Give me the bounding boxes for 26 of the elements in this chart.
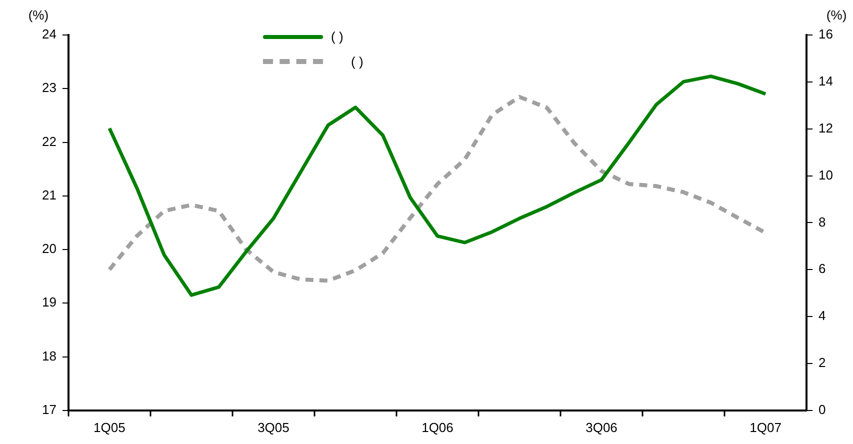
y2-axis-title: (%) [826,8,847,23]
legend-label: ( ) [331,29,344,44]
legend-label: ( ) [351,54,364,69]
y2-tick-label: 14 [818,74,834,89]
x-tick-label: 1Q06 [422,420,454,435]
y2-tick-label: 2 [818,355,826,370]
y-tick-label: 18 [42,348,56,364]
x-tick-label: 1Q07 [750,420,782,435]
y-tick-label: 24 [42,26,56,42]
y-tick-label: 19 [42,294,56,310]
y-tick-label: 21 [42,187,56,202]
x-tick-label: 3Q06 [586,420,618,435]
y2-tick-label: 12 [818,120,834,136]
y2-tick-label: 4 [818,308,826,324]
y2-tick-label: 0 [818,402,826,417]
y2-tick-label: 10 [818,167,834,182]
x-tick-label: 3Q05 [258,420,290,435]
y-tick-label: 20 [42,241,56,256]
y2-tick-label: 8 [818,214,826,230]
y-axis-title: (%) [28,8,49,23]
y2-tick-label: 6 [818,261,826,276]
x-tick-label: 1Q05 [94,420,126,435]
y-tick-label: 17 [42,402,56,417]
y2-tick-label: 16 [818,26,834,42]
y-tick-label: 22 [42,134,56,149]
y-tick-label: 23 [42,80,56,96]
